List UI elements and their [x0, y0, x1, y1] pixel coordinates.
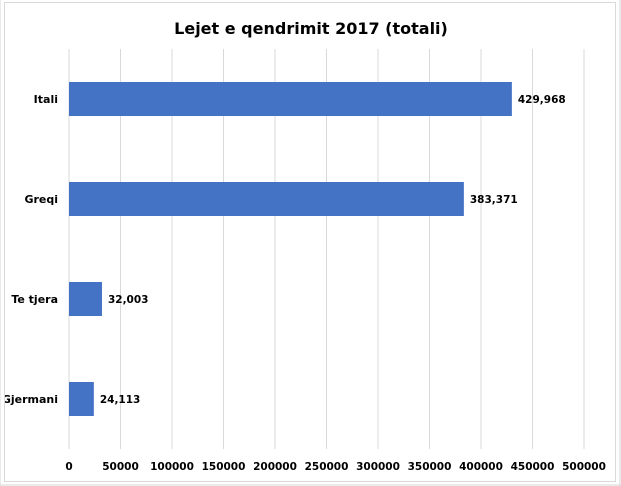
data-label: 32,003 [108, 294, 149, 306]
bar[interactable] [69, 82, 512, 116]
category-label: Itali [34, 93, 58, 106]
bar[interactable] [69, 182, 464, 216]
x-tick-label: 350000 [408, 461, 452, 473]
x-tick-label: 400000 [459, 461, 503, 473]
x-tick-label: 0 [65, 461, 72, 473]
chart-title: Lejet e qendrimit 2017 (totali) [174, 19, 448, 38]
data-label: 24,113 [100, 394, 141, 406]
chart-area[interactable]: Lejet e qendrimit 2017 (totali) Itali Gre… [4, 2, 616, 482]
category-label: Te tjera [11, 293, 58, 306]
data-label: 429,968 [518, 94, 566, 106]
bar-chart: Lejet e qendrimit 2017 (totali) Itali Gre… [5, 19, 606, 473]
x-tick-label: 150000 [202, 461, 246, 473]
x-tick-label: 50000 [102, 461, 139, 473]
data-labels: 429,968 383,371 32,003 24,113 [100, 94, 566, 406]
bars [69, 82, 512, 416]
x-tick-label: 100000 [150, 461, 194, 473]
category-label: Gjermani [5, 393, 58, 406]
x-tick-label: 450000 [511, 461, 555, 473]
bar[interactable] [69, 282, 102, 316]
x-tick-label: 500000 [562, 461, 606, 473]
category-labels: Itali Greqi Te tjera Gjermani [5, 93, 58, 406]
bar[interactable] [69, 382, 94, 416]
category-label: Greqi [24, 193, 58, 206]
x-tick-label: 200000 [253, 461, 297, 473]
x-tick-label: 300000 [356, 461, 400, 473]
x-tick-label: 250000 [305, 461, 349, 473]
x-tick-labels: 0 50000 100000 150000 200000 250000 300000 3500… [65, 461, 606, 473]
data-label: 383,371 [470, 194, 518, 206]
